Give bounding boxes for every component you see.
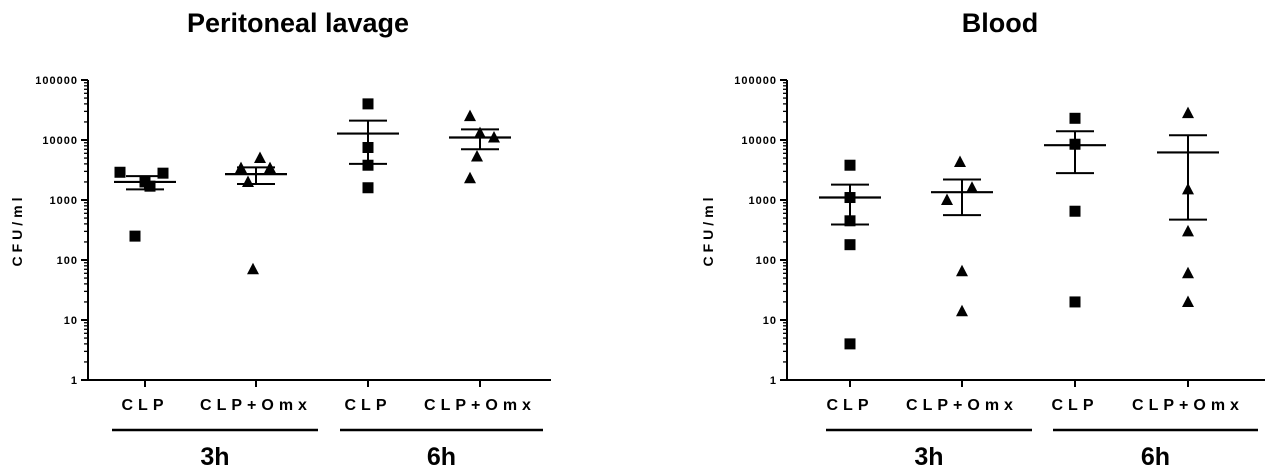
category-label: CLP <box>1052 397 1099 414</box>
data-point-triangle <box>464 109 476 122</box>
y-tick-label: 100000 <box>734 75 777 87</box>
group-label: 6h <box>427 443 456 471</box>
series-3 <box>1157 106 1219 307</box>
chart-title: Peritoneal lavage <box>187 8 409 38</box>
group-label: 3h <box>200 443 229 471</box>
data-point-triangle <box>941 193 953 205</box>
category-label: CLP+Omx <box>424 397 536 414</box>
group-label: 6h <box>1141 443 1170 471</box>
series-0 <box>114 166 176 242</box>
y-axis-label: CFU/ml <box>700 194 716 267</box>
y-tick-label: 10000 <box>741 135 777 147</box>
y-axis-label: CFU/ml <box>9 194 25 267</box>
data-point-triangle <box>1182 106 1194 119</box>
category-label: CLP <box>345 397 392 414</box>
data-point-square <box>157 167 169 179</box>
y-tick-label: 1 <box>71 375 78 387</box>
data-point-square <box>362 98 374 110</box>
data-point-triangle <box>1182 266 1194 279</box>
data-point-square <box>844 159 856 171</box>
data-point-square <box>144 180 156 192</box>
group-label: 3h <box>914 443 943 471</box>
data-point-triangle <box>254 151 266 164</box>
series-3 <box>449 109 511 184</box>
data-point-triangle <box>1182 295 1194 307</box>
series-1 <box>225 151 287 275</box>
data-point-triangle <box>954 155 966 167</box>
data-point-triangle <box>966 181 978 193</box>
category-label: CLP+Omx <box>1132 397 1244 414</box>
y-tick-label: 10 <box>763 315 777 327</box>
y-tick-label: 100 <box>756 255 777 267</box>
category-label: CLP+Omx <box>200 397 312 414</box>
category-label: CLP+Omx <box>906 397 1018 414</box>
data-point-triangle <box>1182 224 1194 237</box>
chart-panel-0: Peritoneal lavage 1 10 100 1000 10000 100000 CF… <box>9 8 551 471</box>
data-point-square <box>129 230 141 242</box>
data-point-triangle <box>242 175 254 187</box>
data-point-square <box>1069 112 1081 124</box>
y-tick-label: 1000 <box>50 195 78 207</box>
y-tick-label: 10000 <box>42 135 78 147</box>
data-point-square <box>114 166 126 178</box>
y-tick-label: 1 <box>770 375 777 387</box>
data-point-triangle <box>247 262 259 275</box>
series-1 <box>931 155 993 317</box>
y-tick-label: 10 <box>64 315 78 327</box>
y-tick-label: 1000 <box>749 195 777 207</box>
y-tick-label: 100 <box>57 255 78 267</box>
data-point-square <box>362 182 374 194</box>
series-2 <box>337 98 399 194</box>
data-point-square <box>844 239 856 251</box>
y-tick-label: 100000 <box>35 75 78 87</box>
data-point-square <box>844 338 856 350</box>
category-label: CLP <box>827 397 874 414</box>
chart-panel-1: Blood 1 10 100 1000 10000 100000 CFU/ml CLP CLP+O… <box>700 8 1265 471</box>
category-label: CLP <box>122 397 169 414</box>
chart-title: Blood <box>962 8 1038 38</box>
series-2 <box>1044 112 1106 308</box>
series-0 <box>819 159 881 350</box>
data-point-triangle <box>956 304 968 317</box>
data-point-triangle <box>956 264 968 277</box>
data-point-triangle <box>471 150 483 162</box>
data-point-square <box>1069 296 1081 308</box>
data-point-square <box>362 159 374 171</box>
data-point-square <box>1069 205 1081 217</box>
data-point-triangle <box>464 171 476 184</box>
